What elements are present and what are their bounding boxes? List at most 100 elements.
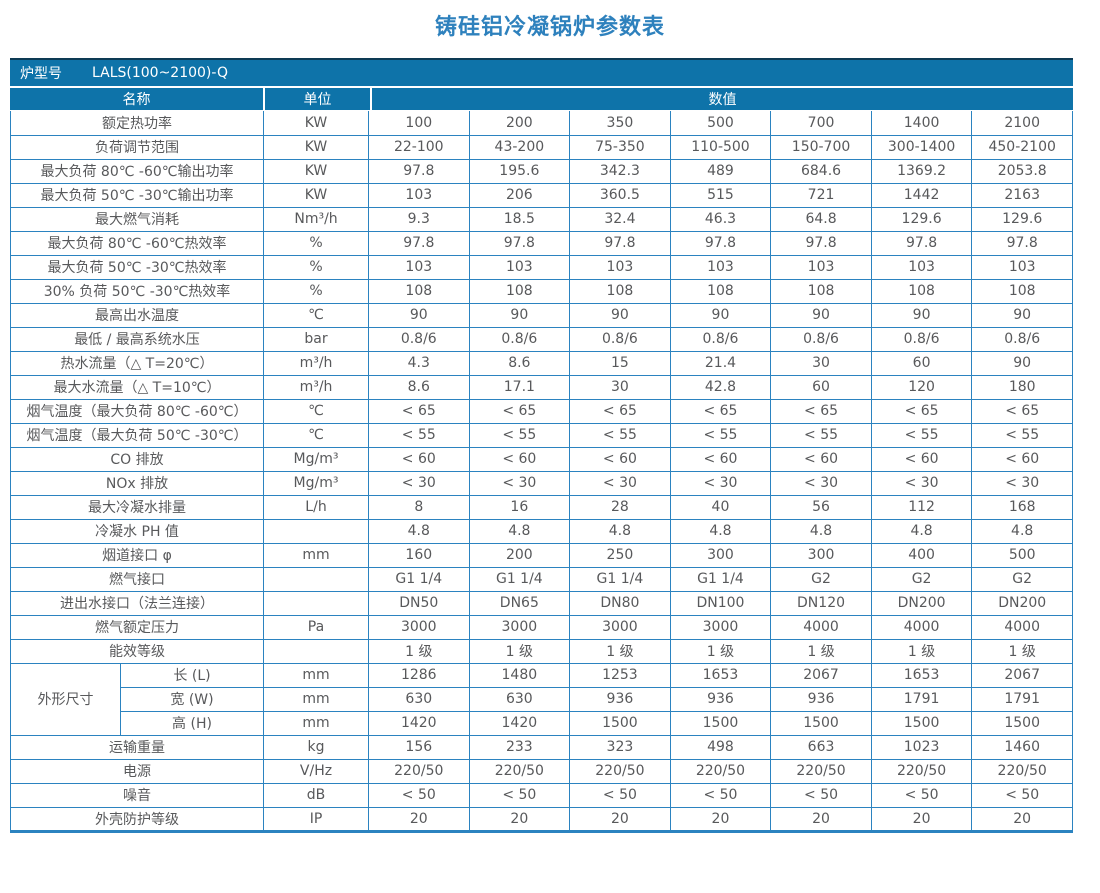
param-value-cell: 233 [468, 734, 571, 760]
param-value-cell: < 30 [468, 470, 571, 496]
param-value-cell: 103 [569, 254, 671, 280]
param-unit-cell: mm [263, 662, 369, 688]
param-value-cell: 90 [468, 302, 571, 328]
param-value-cell: 103 [971, 254, 1073, 280]
table-row: 外形尺寸长 (L) mm 1286 1480 1253 1653 2067 1653 2067 [10, 662, 1073, 736]
param-value-cell: 0.8/6 [569, 326, 671, 352]
param-value-cell: 100 [368, 111, 470, 136]
param-value-cell: 8.6 [468, 350, 571, 376]
param-unit-cell: Mg/m³ [263, 470, 369, 496]
param-value-cell: 700 [770, 111, 872, 136]
param-value-cell: 200 [468, 542, 571, 568]
table-row: 烟道接口 φ mm 160 200 250 300 300 400 500 [10, 542, 1073, 568]
param-unit-cell: ℃ [263, 302, 369, 328]
param-unit-cell: dB [263, 782, 369, 808]
param-value-cell: 220/50 [368, 758, 470, 784]
param-value-cell: < 55 [770, 422, 872, 448]
param-value-cell: < 30 [368, 470, 470, 496]
param-value-cell: 97.8 [870, 230, 973, 256]
param-name-cell: 最大负荷 50℃ -30℃输出功率 [10, 182, 264, 208]
param-value-cell: 1500 [770, 710, 872, 736]
param-value-cell: 8 [368, 494, 470, 520]
table-body: 额定热功率 KW 100 200 350 500 700 1400 2100 负荷调节范围 KW 22… [10, 111, 1073, 833]
param-value-cell: 64.8 [770, 206, 872, 232]
param-value-cell: < 65 [971, 398, 1073, 424]
param-unit-cell: ℃ [263, 422, 369, 448]
param-value-cell: 1420 [368, 710, 470, 736]
param-value-cell: 1400 [870, 111, 973, 136]
param-value-cell: 8.6 [368, 374, 470, 400]
param-unit-cell: mm [263, 686, 369, 712]
param-value-cell: 360.5 [569, 182, 671, 208]
table-row: 最大负荷 50℃ -30℃输出功率 KW 103 206 360.5 515 721 1442… [10, 182, 1073, 208]
param-value-cell: 46.3 [669, 206, 772, 232]
param-value-cell: DN80 [569, 590, 671, 616]
table-row: 最大燃气消耗 Nm³/h 9.3 18.5 32.4 46.3 64.8 129.6 129.6 [10, 206, 1073, 232]
param-name-cell: 高 (H) [120, 710, 264, 736]
param-value-cell: 3000 [569, 614, 671, 640]
model-label: 炉型号 [20, 66, 62, 82]
column-header-name: 名称 [10, 88, 263, 110]
param-value-cell: 1023 [870, 734, 973, 760]
param-value-cell: 200 [468, 111, 571, 136]
param-unit-cell [263, 638, 369, 664]
param-value-cell: DN65 [468, 590, 571, 616]
param-value-cell: G2 [870, 566, 973, 592]
param-name-cell: 最大水流量（△ T=10℃） [10, 374, 264, 400]
param-value-cell: 489 [669, 158, 772, 184]
param-value-cell: 2163 [971, 182, 1073, 208]
table-row: 最大负荷 80℃ -60℃热效率% 97.8 97.8 97.8 97.8 97.8 97.… [10, 230, 1073, 256]
param-value-cell: 0.8/6 [870, 326, 973, 352]
param-value-cell: 0.8/6 [770, 326, 872, 352]
param-value-cell: < 50 [468, 782, 571, 808]
param-value-cell: 684.6 [770, 158, 872, 184]
param-value-cell: 4000 [870, 614, 973, 640]
table-row: 最大负荷 50℃ -30℃热效率% 103 103 103 103 103 103 103 [10, 254, 1073, 280]
param-value-cell: < 30 [870, 470, 973, 496]
param-value-cell: 120 [870, 374, 973, 400]
param-value-cell: 4.8 [569, 518, 671, 544]
param-value-cell: < 50 [870, 782, 973, 808]
param-value-cell: < 60 [468, 446, 571, 472]
param-value-cell: 3000 [368, 614, 470, 640]
param-value-cell: 220/50 [569, 758, 671, 784]
param-value-cell: G2 [971, 566, 1073, 592]
param-value-cell: 350 [569, 111, 671, 136]
param-value-cell: 515 [669, 182, 772, 208]
param-value-cell: 108 [669, 278, 772, 304]
param-value-cell: 1369.2 [870, 158, 973, 184]
param-value-cell: 112 [870, 494, 973, 520]
table-row: 最高出水温度 ℃ 90 90 90 90 90 90 90 [10, 302, 1073, 328]
param-name-cell: 冷凝水 PH 值 [10, 518, 264, 544]
param-value-cell: 108 [569, 278, 671, 304]
param-value-cell: 90 [870, 302, 973, 328]
param-value-cell: 129.6 [870, 206, 973, 232]
param-value-cell: 4.8 [770, 518, 872, 544]
param-value-cell: 4.8 [468, 518, 571, 544]
param-name-cell: 最高出水温度 [10, 302, 264, 328]
param-value-cell: 108 [368, 278, 470, 304]
param-value-cell: 90 [971, 350, 1073, 376]
table-row: 宽 (W) mm 630 630 936 936 936 1791 1791 [11, 686, 1073, 712]
param-value-cell: 103 [468, 254, 571, 280]
param-value-cell: 220/50 [971, 758, 1073, 784]
param-value-cell: 4.8 [669, 518, 772, 544]
param-name-cell: 电源 [10, 758, 264, 784]
param-value-cell: < 60 [870, 446, 973, 472]
param-value-cell: 1791 [870, 686, 973, 712]
param-value-cell: 220/50 [669, 758, 772, 784]
param-name-cell: 热水流量（△ T=20℃） [10, 350, 264, 376]
param-value-cell: 90 [770, 302, 872, 328]
table-row: 最大水流量（△ T=10℃） m³/h 8.6 17.1 30 42.8 60 120 180 [10, 374, 1073, 400]
param-value-cell: 1 级 [870, 638, 973, 664]
param-value-cell: 2100 [971, 111, 1073, 136]
param-name-cell: 最大燃气消耗 [10, 206, 264, 232]
param-value-cell: 20 [569, 806, 671, 833]
param-value-cell: 15 [569, 350, 671, 376]
param-value-cell: < 50 [770, 782, 872, 808]
param-value-cell: 32.4 [569, 206, 671, 232]
param-value-cell: G1 1/4 [569, 566, 671, 592]
param-value-cell: < 60 [368, 446, 470, 472]
param-name-cell: 烟道接口 φ [10, 542, 264, 568]
param-value-cell: 18.5 [468, 206, 571, 232]
